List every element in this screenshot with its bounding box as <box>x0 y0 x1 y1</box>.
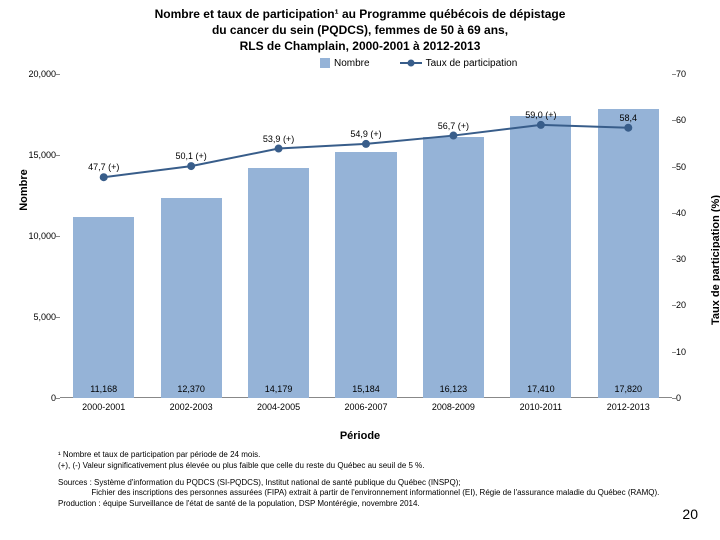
category-label: 2006-2007 <box>344 402 387 412</box>
category-label: 2000-2001 <box>82 402 125 412</box>
line-value-label: 50,1 (+) <box>176 151 207 161</box>
category-label: 2008-2009 <box>432 402 475 412</box>
line-value-label: 47,7 (+) <box>88 162 119 172</box>
y-right-tick: 40 <box>676 208 706 218</box>
line-value-label: 58,4 <box>620 113 638 123</box>
y-right-tick: 60 <box>676 115 706 125</box>
line-value-label: 54,9 (+) <box>350 129 381 139</box>
footnotes: ¹ Nombre et taux de participation par pé… <box>58 450 700 510</box>
line-value-label: 53,9 (+) <box>263 134 294 144</box>
legend-bar: Nombre <box>320 58 370 69</box>
chart-title: Nombre et taux de participation¹ au Prog… <box>60 6 660 55</box>
page-number: 20 <box>682 506 698 522</box>
line-series <box>60 74 672 398</box>
y-right-tick: 20 <box>676 300 706 310</box>
y-left-tick: 10,000 <box>16 231 56 241</box>
chart-area: Nombre Taux de participation 11,16812,37… <box>60 74 672 398</box>
legend: Nombre Taux de participation <box>320 58 517 69</box>
legend-line: Taux de participation <box>400 58 518 69</box>
y-left-tick: 0 <box>16 393 56 403</box>
y-right-tick: 10 <box>676 347 706 357</box>
y-right-axis-label: Taux de participation (%) <box>710 195 720 325</box>
y-right-tick: 70 <box>676 69 706 79</box>
line-value-label: 59,0 (+) <box>525 110 556 120</box>
y-left-tick: 15,000 <box>16 150 56 160</box>
category-label: 2010-2011 <box>520 402 562 412</box>
y-right-tick: 30 <box>676 254 706 264</box>
y-right-tick: 0 <box>676 393 706 403</box>
category-label: 2002-2003 <box>170 402 213 412</box>
y-left-axis-label: Nombre <box>18 169 30 211</box>
category-label: 2012-2013 <box>607 402 650 412</box>
y-left-tick: 5,000 <box>16 312 56 322</box>
y-right-tick: 50 <box>676 162 706 172</box>
x-axis-label: Période <box>0 430 720 442</box>
line-value-label: 56,7 (+) <box>438 121 469 131</box>
category-label: 2004-2005 <box>257 402 300 412</box>
y-left-tick: 20,000 <box>16 69 56 79</box>
